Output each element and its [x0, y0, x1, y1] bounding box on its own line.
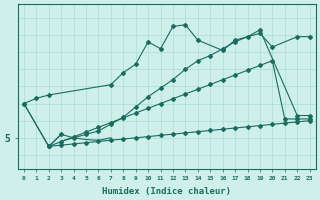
X-axis label: Humidex (Indice chaleur): Humidex (Indice chaleur)	[102, 187, 231, 196]
